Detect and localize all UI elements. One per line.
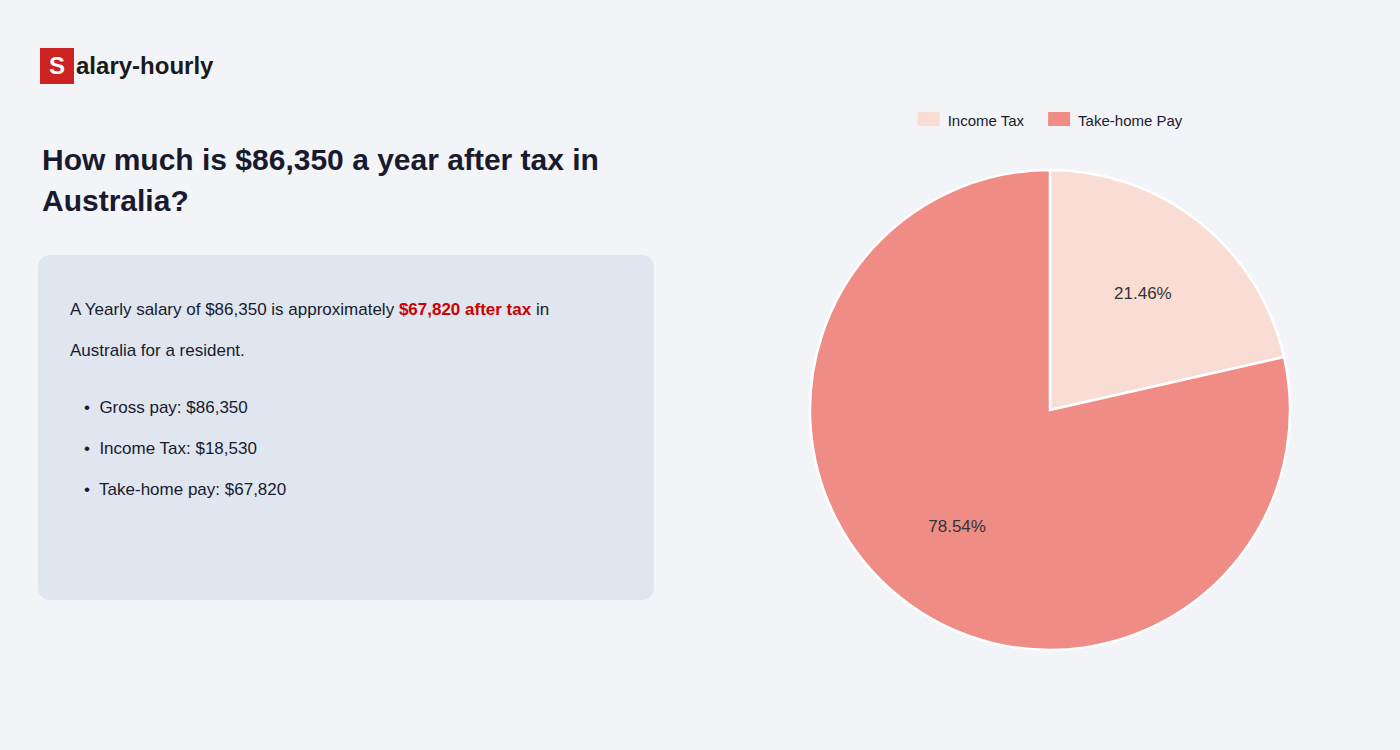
data-labels: 21.46% 78.54% — [928, 284, 1171, 535]
logo-mark: S — [40, 48, 74, 84]
logo: Salary-hourly — [40, 48, 213, 84]
info-line: Australia for a resident. — [70, 341, 245, 361]
pie-slice — [810, 170, 1290, 650]
data-label: 78.54% — [928, 517, 986, 536]
legend-item: Take-home Pay — [1048, 112, 1183, 129]
legend-swatch — [1048, 112, 1070, 126]
legend-label: Take-home Pay — [1078, 112, 1183, 129]
slices — [810, 170, 1290, 650]
title: How much is $86,350 a year after tax in … — [42, 140, 682, 221]
legend-label: Income Tax — [948, 112, 1025, 129]
pie-chart: 21.46% 78.54% Income Tax Take-home Pay — [700, 0, 1400, 750]
bullet-item: • Take-home pay: $67,820 — [84, 480, 286, 500]
legend: Income Tax Take-home Pay — [918, 112, 1183, 129]
data-label: 21.46% — [1114, 284, 1172, 303]
info-text: A Yearly salary of $86,350 is approximat… — [70, 300, 399, 319]
legend-item: Income Tax — [918, 112, 1025, 129]
bullet-item: • Income Tax: $18,530 — [84, 439, 257, 459]
legend-swatch — [918, 112, 940, 126]
logo-text: alary-hourly — [76, 52, 213, 80]
info-text: in — [531, 300, 549, 319]
info-line: A Yearly salary of $86,350 is approximat… — [70, 300, 549, 320]
info-highlight: $67,820 after tax — [399, 300, 531, 319]
bullet-item: • Gross pay: $86,350 — [84, 398, 248, 418]
